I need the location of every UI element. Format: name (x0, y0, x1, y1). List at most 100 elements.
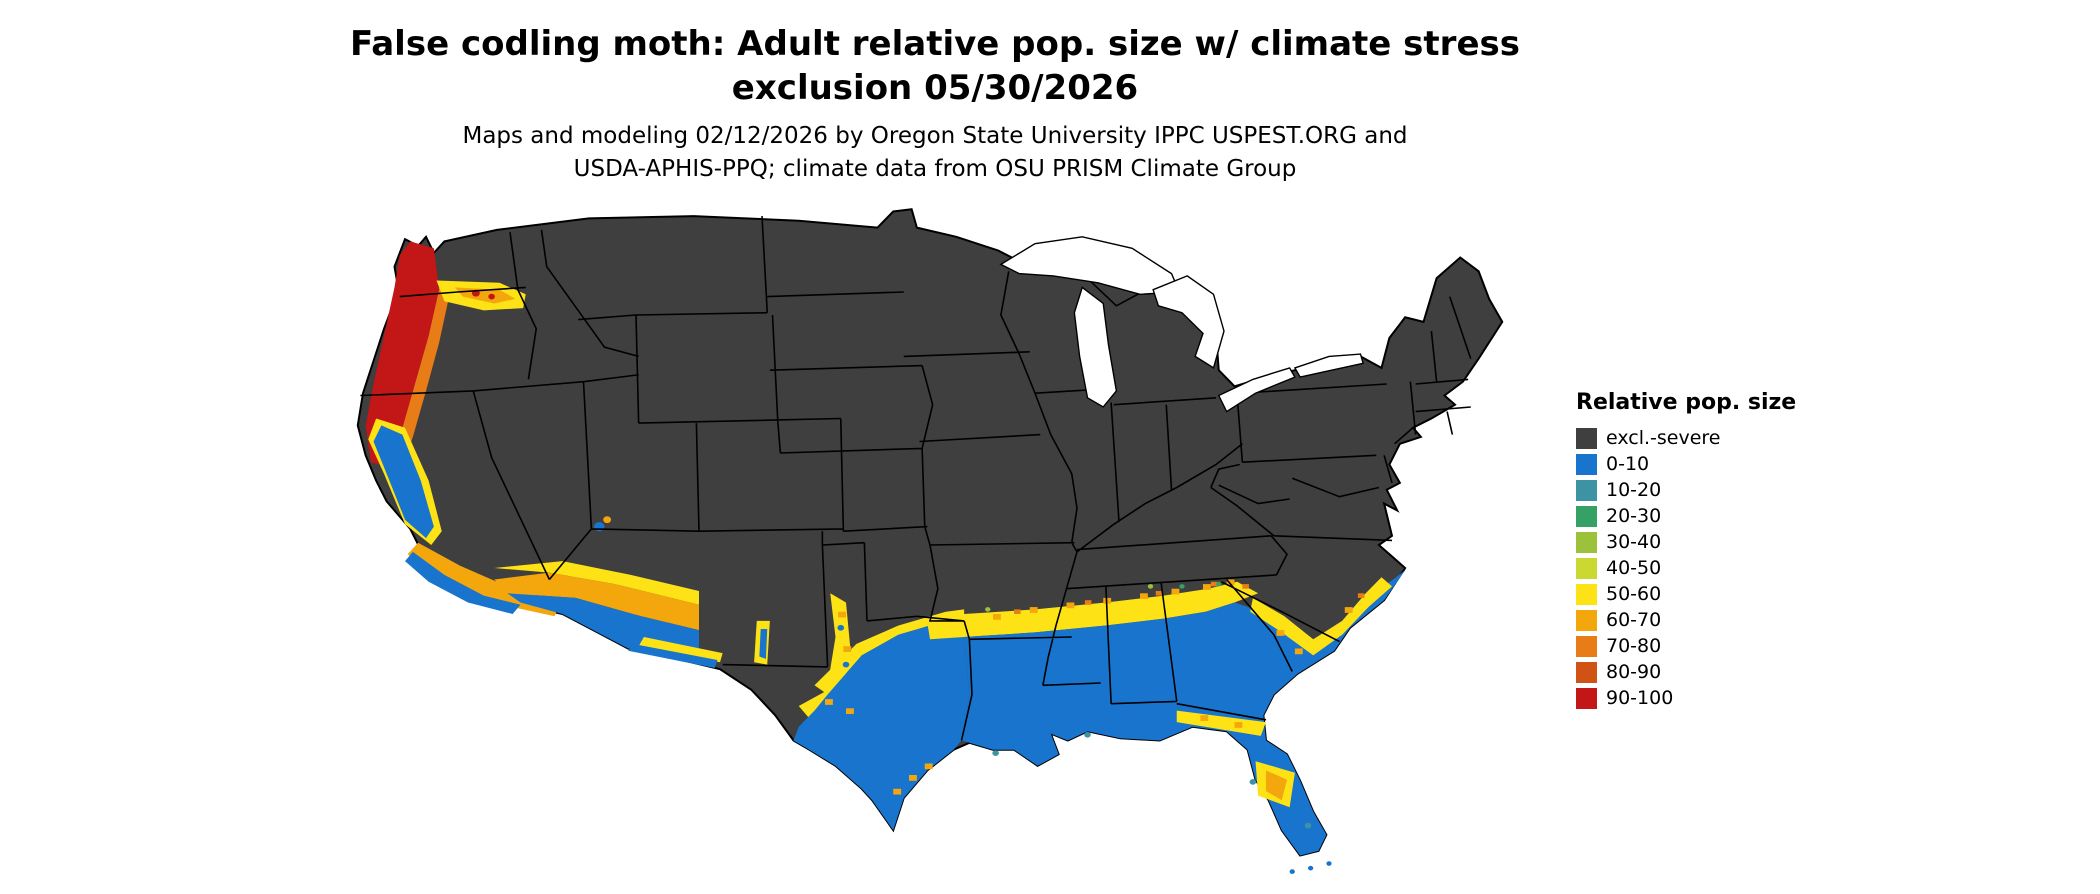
socal-coastal-blue (405, 551, 521, 614)
legend-label: 90-100 (1606, 686, 1674, 709)
subtitle-line-1: Maps and modeling 02/12/2026 by Oregon S… (462, 123, 1408, 149)
legend-label: 30-40 (1606, 530, 1662, 553)
legend-swatch (1576, 505, 1597, 527)
legend-swatch (1576, 453, 1597, 475)
title-line-1: False codling moth: Adult relative pop. … (350, 24, 1520, 64)
speck (1203, 584, 1211, 590)
legend-swatch (1576, 635, 1597, 657)
fl-north-yellow (1176, 710, 1266, 736)
speck (1066, 602, 1075, 609)
speck (1308, 865, 1314, 871)
speck (1326, 861, 1332, 866)
lake-michigan (1074, 287, 1116, 407)
speck (1289, 869, 1295, 874)
lake-huron (1153, 276, 1224, 368)
region-atlantic-coast (1250, 577, 1392, 656)
speck (1084, 731, 1091, 738)
legend-label: 80-90 (1606, 660, 1662, 683)
speck (1029, 607, 1038, 613)
speck (1294, 648, 1303, 655)
speck (1200, 715, 1209, 721)
speck (1242, 584, 1249, 589)
subtitle-line-2: USDA-APHIS-PPQ; climate data from OSU PR… (573, 156, 1297, 182)
speck (1084, 600, 1092, 605)
speck (1357, 593, 1365, 598)
speck (838, 611, 846, 618)
legend-swatch (1576, 557, 1597, 579)
legend-item: 40-50 (1576, 555, 1896, 581)
legend-title: Relative pop. size (1576, 390, 1797, 415)
tx-blue (793, 620, 970, 831)
speck (1216, 581, 1222, 587)
pacific-red-strip (365, 241, 440, 467)
az-orange-band (494, 572, 699, 631)
legend-label: 40-50 (1606, 556, 1662, 579)
legend-item: 10-20 (1576, 477, 1896, 503)
nm-blue-strip (628, 643, 718, 669)
nm-yellow-strip (638, 637, 723, 663)
speck (1276, 630, 1285, 636)
speck (1226, 579, 1235, 586)
title-line-2: exclusion 05/30/2026 (731, 68, 1139, 108)
speck (1171, 588, 1180, 595)
legend-swatch (1576, 609, 1597, 631)
legend-label: 10-20 (1606, 478, 1662, 501)
legend-swatch (1576, 661, 1597, 683)
legend: Relative pop. size excl.-severe 0-10 10-… (1576, 390, 1896, 711)
lake-ontario (1295, 354, 1363, 377)
speck (992, 750, 999, 757)
legend-label: 60-70 (1606, 608, 1662, 631)
legend-swatch (1576, 479, 1597, 501)
region-florida-details (1176, 710, 1332, 874)
legend-item: 90-100 (1576, 685, 1896, 711)
speck (837, 624, 845, 631)
speck (603, 516, 612, 524)
pacific-orange-fringe (389, 287, 450, 474)
speck (842, 661, 850, 668)
page-subtitle: Maps and modeling 02/12/2026 by Oregon S… (0, 120, 1870, 186)
speck (846, 708, 854, 715)
speck (825, 699, 833, 705)
speck (843, 646, 852, 652)
central-valley-blue (373, 425, 434, 539)
speck (1304, 822, 1312, 829)
region-pacific-red (365, 241, 450, 474)
speck (893, 788, 902, 795)
speck (1147, 584, 1154, 589)
page-title: False codling moth: Adult relative pop. … (0, 22, 1870, 110)
speck (1210, 581, 1218, 587)
speck (993, 614, 1001, 620)
legend-swatch (1576, 427, 1597, 449)
speck (1140, 593, 1148, 600)
speck (1234, 722, 1243, 728)
legend-label: 0-10 (1606, 452, 1650, 475)
speck (1179, 584, 1185, 589)
legend-label: 50-60 (1606, 582, 1662, 605)
state-borders (360, 216, 1470, 740)
us-map-svg (300, 200, 1560, 874)
speckle-dots (825, 579, 1365, 829)
legend-item: 0-10 (1576, 451, 1896, 477)
us-map (300, 200, 1560, 890)
legend-item: 70-80 (1576, 633, 1896, 659)
legend-item: 80-90 (1576, 659, 1896, 685)
legend-label: 20-30 (1606, 504, 1662, 527)
legend-label: excl.-severe (1606, 426, 1721, 449)
speck (1155, 591, 1163, 596)
fl-central-orange (1266, 770, 1287, 801)
legend-item: 20-30 (1576, 503, 1896, 529)
legend-item: 30-40 (1576, 529, 1896, 555)
legend-swatch (1576, 531, 1597, 553)
legend-item: excl.-severe (1576, 425, 1896, 451)
legend-item: 60-70 (1576, 607, 1896, 633)
lake-erie (1219, 368, 1295, 412)
speck (1014, 609, 1021, 614)
speck (909, 775, 917, 781)
legend-swatch (1576, 583, 1597, 605)
speck (985, 607, 991, 612)
gulf-yellow-band (927, 581, 1259, 640)
legend-item: 50-60 (1576, 581, 1896, 607)
speck (1249, 779, 1257, 785)
carolina-yellow-fringe (1250, 577, 1392, 656)
rio-grande-blue (759, 628, 768, 659)
